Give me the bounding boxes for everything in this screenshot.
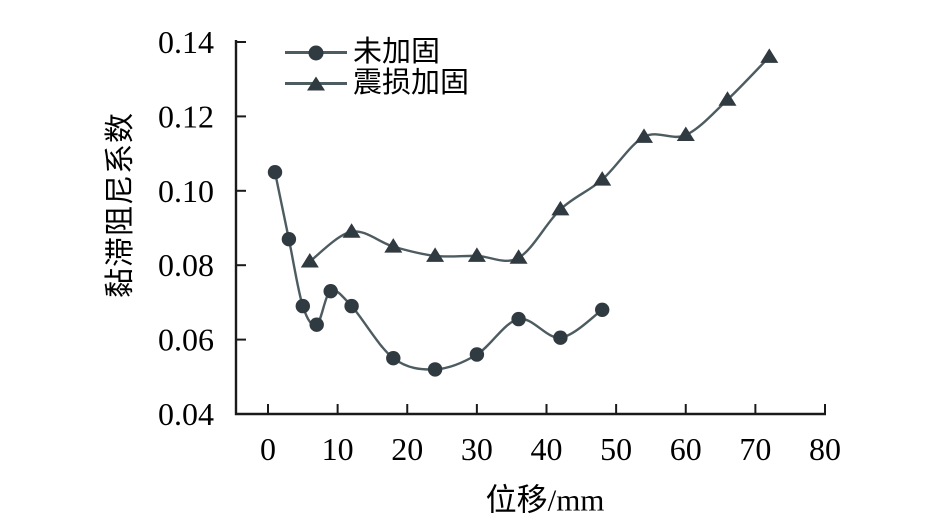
- x-tick-label: 0: [260, 431, 276, 467]
- data-point-circle: [267, 165, 283, 180]
- data-point-triangle: [384, 238, 403, 253]
- legend: 未加固 震损加固: [285, 37, 469, 99]
- data-point-triangle: [300, 253, 319, 268]
- circle-marker-icon: [308, 45, 324, 60]
- data-point-triangle: [342, 223, 361, 238]
- x-tick-label: 70: [739, 431, 771, 467]
- legend-line-sample: [285, 45, 347, 60]
- x-tick-label: 50: [600, 431, 632, 467]
- axes-spines: [234, 40, 826, 416]
- data-point-circle: [511, 311, 526, 327]
- data-point-circle: [344, 298, 359, 314]
- legend-label-reinforced: 震损加固: [353, 67, 470, 99]
- data-point-circle: [469, 347, 485, 362]
- x-tick-label: 80: [809, 431, 841, 467]
- data-point-triangle: [467, 247, 486, 262]
- data-point-circle: [323, 284, 338, 299]
- x-tick-label: 40: [531, 431, 563, 467]
- triangle-marker-icon: [307, 75, 325, 90]
- legend-label-unreinforced: 未加固: [353, 36, 441, 68]
- data-point-triangle: [760, 48, 779, 63]
- legend-item-reinforced: 震损加固: [285, 68, 469, 99]
- x-tick-label: 10: [322, 431, 354, 467]
- y-tick-label: 0.12: [158, 98, 214, 134]
- data-point-triangle: [718, 91, 737, 106]
- data-point-circle: [295, 298, 310, 314]
- y-tick-label: 0.10: [158, 173, 214, 209]
- data-point-circle: [595, 302, 610, 317]
- y-tick-label: 0.08: [158, 247, 214, 283]
- data-point-circle: [553, 330, 568, 345]
- data-point-circle: [386, 351, 401, 366]
- x-tick-label: 30: [461, 431, 493, 467]
- data-point-triangle: [635, 128, 653, 143]
- data-point-triangle: [676, 126, 695, 141]
- data-point-circle: [281, 232, 297, 247]
- legend-item-unreinforced: 未加固: [285, 37, 469, 68]
- y-axis-title: 黏滞阻尼系数: [104, 112, 137, 298]
- series-unreinforced-line: [273, 171, 604, 371]
- data-point-circle: [427, 362, 443, 377]
- series-reinforced: [300, 48, 779, 268]
- data-point-triangle: [551, 200, 570, 216]
- data-point-triangle: [426, 247, 445, 262]
- series-unreinforced: [267, 165, 610, 377]
- data-point-circle: [309, 317, 324, 332]
- x-axis-title: 位移/mm: [485, 482, 605, 518]
- y-tick-label: 0.04: [158, 396, 214, 432]
- y-tick-label: 0.14: [158, 24, 214, 60]
- data-point-triangle: [509, 249, 528, 264]
- x-tick-label: 60: [670, 431, 702, 467]
- y-tick-label: 0.06: [158, 322, 214, 358]
- x-tick-label: 20: [391, 431, 423, 467]
- legend-line-sample: [285, 75, 347, 90]
- data-point-triangle: [593, 171, 612, 186]
